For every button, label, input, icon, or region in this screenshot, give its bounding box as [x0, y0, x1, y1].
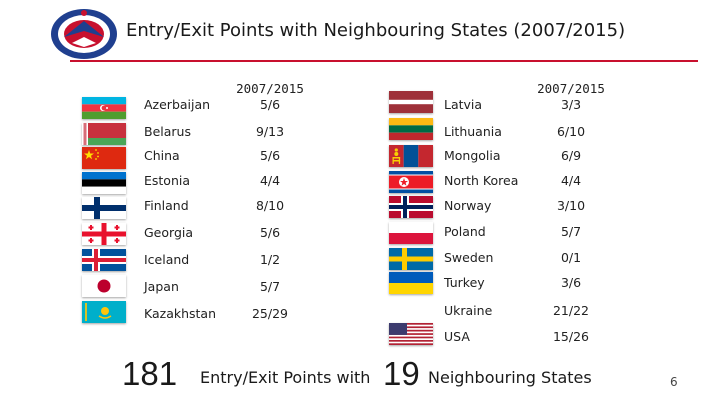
entry-exit-value: 8/10 [255, 198, 285, 213]
entry-exit-value: 4/4 [259, 173, 281, 188]
country-name: Norway [444, 198, 492, 213]
country-name: China [144, 148, 180, 163]
organization-logo [50, 7, 118, 61]
entry-exit-value: 0/1 [560, 250, 582, 265]
page-title: Entry/Exit Points with Neighbouring Stat… [126, 20, 626, 41]
country-name: Latvia [444, 97, 483, 112]
left-column-header: 2007/2015 [236, 81, 304, 96]
country-name: North Korea [444, 173, 519, 188]
country-name: USA [444, 329, 470, 344]
turkey-flag-icon [389, 272, 433, 294]
mongolia-flag-icon [389, 145, 433, 167]
norway-flag-icon [389, 196, 433, 218]
finland-flag-icon [82, 197, 126, 219]
entry-exit-value: 3/3 [560, 97, 582, 112]
states-label: Neighbouring States [428, 368, 592, 387]
country-name: Finland [144, 198, 189, 213]
entry-exit-value: 15/26 [552, 329, 590, 344]
title-divider [70, 60, 698, 62]
country-name: Mongolia [444, 148, 501, 163]
points-label: Entry/Exit Points with [200, 368, 371, 387]
china-flag-icon [82, 147, 126, 169]
iceland-flag-icon [82, 249, 126, 271]
right-column-header: 2007/2015 [537, 81, 605, 96]
entry-exit-value: 5/7 [560, 224, 582, 239]
country-name: Azerbaijan [144, 97, 211, 112]
country-name: Japan [144, 279, 179, 294]
usa-flag-icon [389, 323, 433, 345]
entry-exit-value: 5/6 [259, 148, 281, 163]
georgia-flag-icon [82, 223, 126, 245]
entry-exit-value: 9/13 [255, 124, 285, 139]
japan-flag-icon [82, 275, 126, 297]
entry-exit-value: 6/10 [556, 124, 586, 139]
entry-exit-value: 4/4 [560, 173, 582, 188]
belarus-flag-icon [82, 123, 126, 145]
country-name: Ukraine [444, 303, 493, 318]
country-name: Georgia [144, 225, 194, 240]
country-name: Belarus [144, 124, 191, 139]
entry-exit-value: 5/7 [259, 279, 281, 294]
country-name: Poland [444, 224, 486, 239]
lithuania-flag-icon [389, 118, 433, 140]
country-name: Sweden [444, 250, 494, 265]
entry-exit-value: 3/10 [556, 198, 586, 213]
entry-exit-value: 25/29 [251, 306, 289, 321]
country-name: Kazakhstan [144, 306, 217, 321]
country-name: Estonia [144, 173, 191, 188]
points-count: 181 [122, 355, 178, 392]
country-name: Turkey [444, 275, 485, 290]
states-count: 19 [383, 355, 420, 392]
entry-exit-value: 5/6 [259, 225, 281, 240]
azerbaijan-flag-icon [82, 97, 126, 119]
country-name: Lithuania [444, 124, 502, 139]
latvia-flag-icon [389, 91, 433, 113]
entry-exit-value: 21/22 [552, 303, 590, 318]
sweden-flag-icon [389, 248, 433, 270]
page-number: 6 [670, 375, 678, 389]
north-korea-flag-icon [389, 171, 433, 193]
country-name: Iceland [144, 252, 190, 267]
entry-exit-value: 5/6 [259, 97, 281, 112]
entry-exit-value: 6/9 [560, 148, 582, 163]
kazakhstan-flag-icon [82, 301, 126, 323]
estonia-flag-icon [82, 172, 126, 194]
entry-exit-value: 3/6 [560, 275, 582, 290]
entry-exit-value: 1/2 [259, 252, 281, 267]
poland-flag-icon [389, 222, 433, 244]
